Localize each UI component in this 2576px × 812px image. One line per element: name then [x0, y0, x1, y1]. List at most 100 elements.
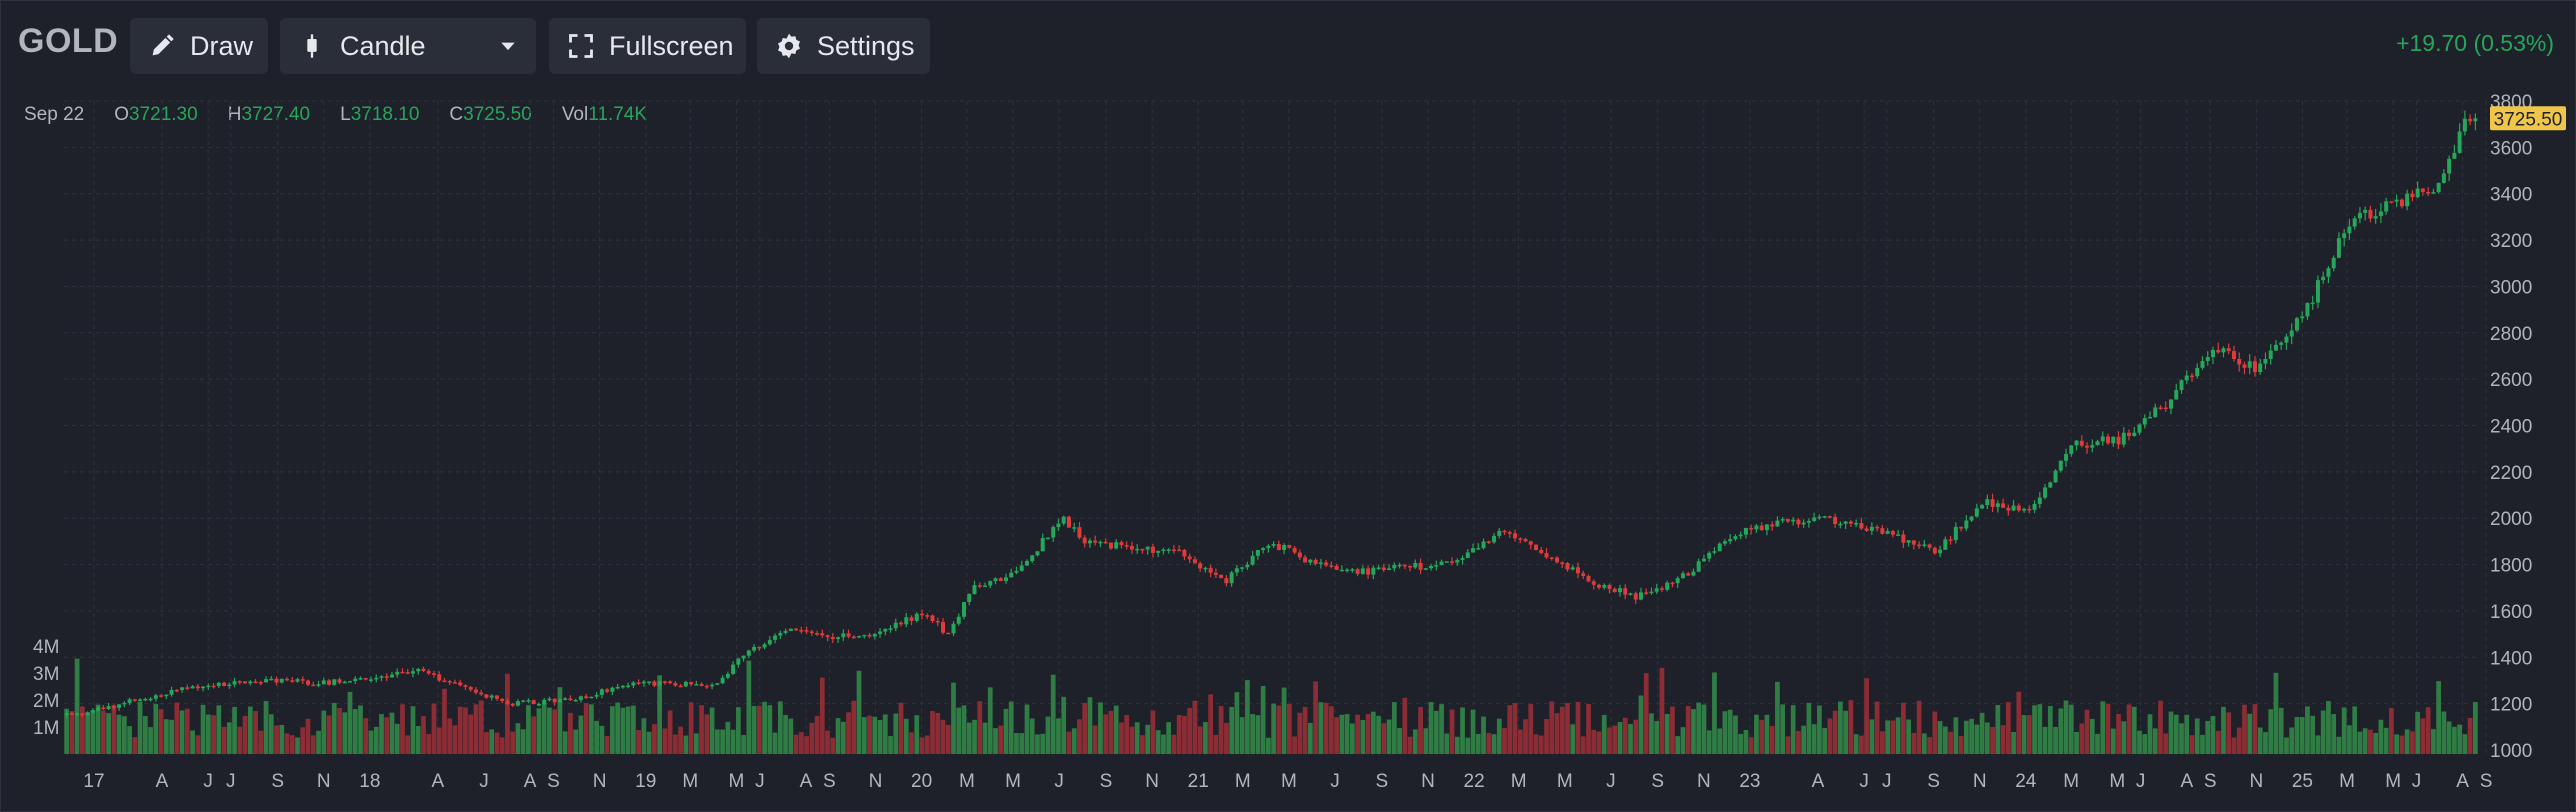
- volume-bar: [95, 704, 101, 754]
- candle-body: [1439, 561, 1444, 566]
- chart-type-select[interactable]: Candle: [280, 18, 536, 74]
- candle-body: [977, 585, 982, 587]
- candle-body: [227, 684, 232, 687]
- candle-body: [2321, 276, 2326, 281]
- close-value: 3725.50: [463, 104, 532, 125]
- candle-body: [967, 594, 972, 603]
- candle-body: [1203, 567, 1208, 570]
- candle-body: [762, 644, 767, 648]
- candle-body: [1523, 539, 1528, 542]
- candle-body: [253, 681, 258, 684]
- time-tick-label: M: [2063, 771, 2079, 792]
- volume-bar: [956, 707, 962, 754]
- volume-bar: [1092, 725, 1098, 754]
- volume-bar: [2126, 704, 2132, 754]
- draw-button[interactable]: Draw: [130, 18, 268, 74]
- candle-body: [925, 615, 930, 617]
- volume-tick-label: 2M: [33, 691, 59, 712]
- volume-bar: [646, 731, 652, 754]
- volume-bar: [1512, 702, 1518, 754]
- volume-bar: [924, 735, 930, 754]
- candle-body: [662, 681, 667, 683]
- volume-bar: [442, 688, 447, 754]
- candle-body: [804, 630, 809, 632]
- candle-body: [552, 698, 557, 703]
- volume-bar: [1523, 719, 1528, 754]
- candle-body: [972, 585, 977, 595]
- candle-body: [1822, 516, 1827, 518]
- volume-bar: [1859, 735, 1864, 754]
- volume-bar: [279, 724, 285, 754]
- candle-body: [169, 689, 174, 695]
- candle-body: [96, 707, 101, 711]
- volume-bar: [777, 701, 783, 754]
- candle-body: [1948, 539, 1953, 541]
- time-tick-label: S: [823, 771, 836, 792]
- candle-body: [2016, 505, 2021, 511]
- price-chart[interactable]: 1000 1200 1400 1600 1800 2000 2200 2400 2600 2800…: [0, 92, 2576, 810]
- volume-bar: [2341, 707, 2347, 754]
- candle-body: [2284, 336, 2289, 343]
- candle-body: [2116, 436, 2121, 445]
- candle-body: [1387, 568, 1392, 571]
- volume-bar: [893, 713, 899, 754]
- volume-bar: [1444, 733, 1450, 754]
- volume-bar: [1161, 734, 1166, 754]
- time-tick-label: J: [755, 771, 765, 792]
- volume-bar: [1145, 724, 1151, 754]
- time-tick-label: J: [479, 771, 489, 792]
- volume-bar: [2467, 717, 2473, 754]
- volume-bar: [987, 687, 993, 754]
- volume-bar: [1496, 718, 1502, 754]
- candle-body: [1140, 548, 1145, 551]
- volume-bar: [184, 708, 190, 754]
- volume-bar: [930, 711, 935, 754]
- candle-body: [2273, 344, 2278, 351]
- candle-body: [846, 633, 851, 637]
- candle-body: [1848, 521, 1853, 524]
- time-tick-label: S: [1100, 771, 1113, 792]
- volume-bar: [1654, 721, 1660, 754]
- time-tick-label: S: [1376, 771, 1389, 792]
- candle-body: [557, 699, 562, 703]
- candle-body: [941, 621, 946, 633]
- candle-body: [1471, 548, 1476, 553]
- candle-body: [2473, 118, 2478, 122]
- candle-body: [515, 701, 520, 706]
- candle-body: [1324, 562, 1329, 566]
- candle-body: [1980, 505, 1985, 509]
- candle-body: [2153, 407, 2158, 417]
- volume-bar: [1103, 714, 1109, 754]
- volume-bar: [652, 724, 657, 754]
- candle-body: [998, 578, 1003, 582]
- volume-bar: [1008, 701, 1014, 754]
- volume-bar: [951, 682, 956, 754]
- candle-body: [431, 673, 436, 675]
- candle-body: [348, 681, 353, 683]
- volume-bar: [1722, 711, 1728, 754]
- volume-bar: [1906, 719, 1911, 754]
- price-tick-label: 2800: [2490, 324, 2532, 345]
- volume-bar: [1339, 714, 1345, 754]
- volume-bar: [1397, 728, 1402, 754]
- price-axis: 1000 1200 1400 1600 1800 2000 2200 2400 2600 2800…: [2490, 92, 2532, 762]
- volume-bar: [1239, 717, 1245, 754]
- fullscreen-button[interactable]: Fullscreen: [549, 18, 746, 74]
- volume-bar: [1864, 678, 1869, 754]
- candle-body: [1261, 548, 1266, 551]
- candle-body: [683, 681, 688, 687]
- candle-body: [1827, 516, 1832, 518]
- candle-body: [101, 707, 106, 710]
- settings-button[interactable]: Settings: [757, 18, 930, 74]
- volume-bar: [505, 673, 510, 754]
- gear-icon: [775, 32, 803, 60]
- volume-bar: [1003, 708, 1009, 754]
- candle-body: [1213, 572, 1218, 575]
- candle-body: [153, 695, 158, 699]
- volume-bar: [1990, 726, 1995, 754]
- candle-body: [479, 692, 484, 695]
- candle-body: [767, 639, 772, 645]
- volume-bar: [1355, 714, 1360, 754]
- candle-body: [2294, 318, 2299, 331]
- volume-bar: [379, 714, 384, 754]
